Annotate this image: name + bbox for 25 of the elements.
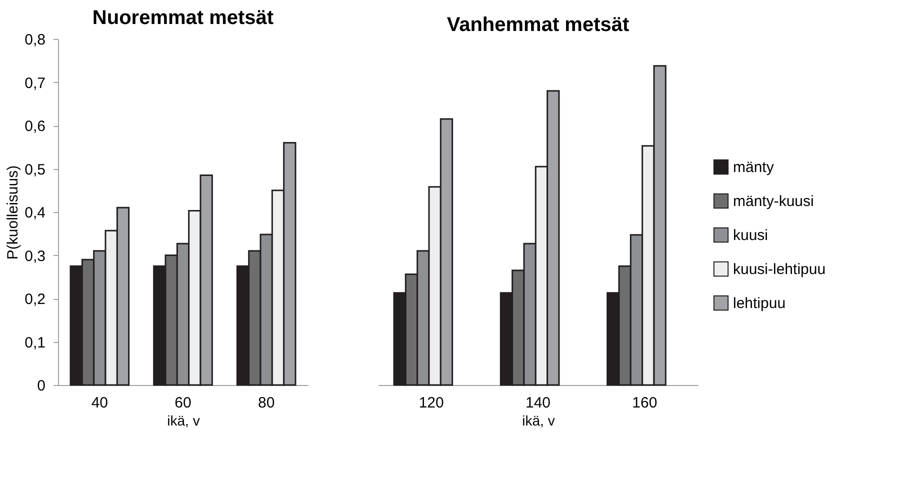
legend-label: mänty (733, 159, 774, 176)
y-tick-label: 0,3 (24, 248, 46, 265)
x-tick-label: 160 (632, 394, 658, 412)
x-tick-label: 120 (418, 394, 444, 412)
chart-title: Vanhemmat metsät (446, 14, 630, 36)
x-tick-label: 80 (258, 394, 275, 412)
x-tick-label: 40 (91, 394, 108, 412)
y-tick-label: 0 (37, 378, 46, 394)
y-tick-label: 0,7 (24, 74, 46, 92)
legend-label: kuusi (733, 227, 768, 244)
legend-label: lehtipuu (733, 295, 786, 312)
y-axis-title: P(kuolleisuus) (4, 165, 22, 260)
x-tick-label: 140 (525, 394, 551, 412)
y-tick-label: 0,6 (24, 118, 46, 135)
y-tick-label: 0,2 (24, 291, 46, 308)
x-axis-title: ikä, v (522, 412, 555, 428)
y-tick-label: 0,1 (24, 334, 46, 352)
y-tick-label: 0,4 (24, 204, 46, 222)
y-tick-label: 0,5 (24, 161, 46, 178)
chart-title: Nuoremmat metsät (92, 7, 274, 29)
legend-label: kuusi-lehtipuu (733, 261, 826, 278)
legend-label: mänty-kuusi (733, 193, 814, 210)
x-axis-title: ikä, v (167, 412, 200, 428)
y-tick-label: 0,8 (24, 32, 46, 48)
x-tick-label: 60 (174, 394, 192, 412)
